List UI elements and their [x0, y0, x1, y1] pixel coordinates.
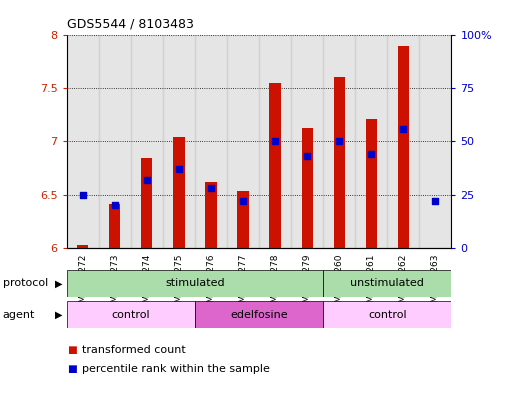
Bar	[131, 35, 163, 248]
Bar	[387, 35, 420, 248]
Text: control: control	[111, 310, 150, 320]
Text: unstimulated: unstimulated	[350, 278, 424, 288]
Bar	[238, 191, 249, 248]
Point	[431, 198, 440, 204]
Bar	[323, 35, 355, 248]
Point	[399, 126, 407, 132]
Bar	[333, 77, 345, 248]
Bar	[67, 270, 323, 297]
Bar	[141, 158, 152, 248]
Bar	[269, 83, 281, 248]
Bar	[173, 137, 185, 248]
Text: control: control	[368, 310, 407, 320]
Point	[78, 191, 87, 198]
Text: percentile rank within the sample: percentile rank within the sample	[82, 364, 270, 374]
Bar	[195, 301, 323, 328]
Text: ▶: ▶	[55, 310, 63, 320]
Bar	[195, 35, 227, 248]
Bar	[355, 35, 387, 248]
Text: ▶: ▶	[55, 278, 63, 288]
Bar	[109, 204, 121, 248]
Text: protocol: protocol	[3, 278, 48, 288]
Bar	[163, 35, 195, 248]
Point	[239, 198, 247, 204]
Bar	[77, 246, 88, 248]
Text: transformed count: transformed count	[82, 345, 186, 355]
Bar	[291, 35, 323, 248]
Point	[111, 202, 119, 208]
Bar	[323, 301, 451, 328]
Text: ■: ■	[67, 345, 76, 355]
Point	[367, 151, 376, 157]
Point	[143, 176, 151, 183]
Text: stimulated: stimulated	[165, 278, 225, 288]
Bar	[323, 270, 451, 297]
Point	[335, 138, 343, 145]
Bar	[227, 35, 259, 248]
Bar	[67, 35, 98, 248]
Bar	[302, 128, 313, 248]
Text: edelfosine: edelfosine	[230, 310, 288, 320]
Bar	[205, 182, 216, 248]
Bar	[98, 35, 131, 248]
Bar	[398, 46, 409, 248]
Point	[207, 185, 215, 191]
Bar	[67, 301, 195, 328]
Text: GDS5544 / 8103483: GDS5544 / 8103483	[67, 18, 193, 31]
Point	[271, 138, 279, 145]
Bar	[259, 35, 291, 248]
Text: ■: ■	[67, 364, 76, 374]
Point	[175, 166, 183, 172]
Bar	[366, 119, 377, 248]
Point	[303, 153, 311, 160]
Bar	[420, 35, 451, 248]
Text: agent: agent	[3, 310, 35, 320]
